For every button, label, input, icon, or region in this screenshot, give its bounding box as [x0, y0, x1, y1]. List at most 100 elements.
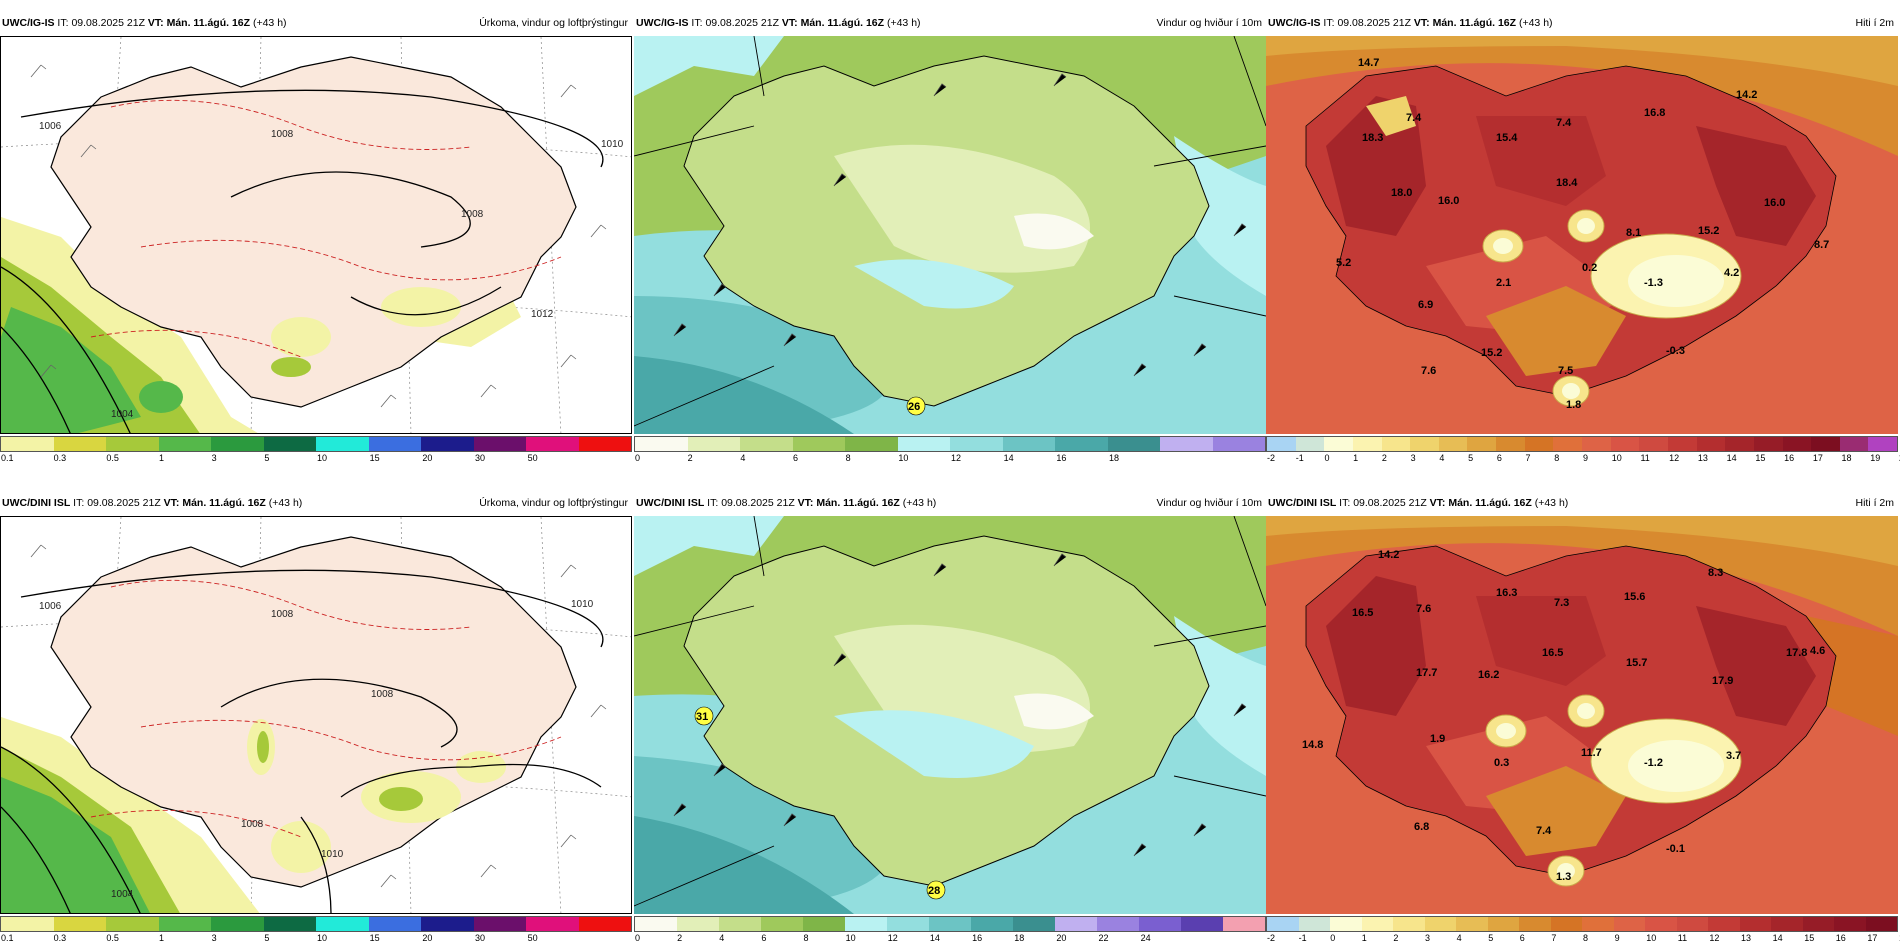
temperature-value-label: 15.7 [1626, 657, 1647, 669]
temperature-value-label: 7.4 [1536, 825, 1552, 837]
colorbar-swatch [1802, 917, 1834, 931]
lead-time: (+43 h) [1518, 17, 1553, 29]
colorbar-swatch [578, 917, 631, 931]
isobar-label: 1008 [271, 609, 294, 620]
colorbar-tick-label: 12 [1669, 453, 1680, 463]
colorbar-tick-label: 13 [1741, 933, 1752, 943]
colorbar-swatch [740, 437, 793, 451]
colorbar-tick-label: 10 [1611, 453, 1622, 463]
precip-map: 1006 1008 1008 1010 1008 1010 1004 [0, 516, 632, 914]
temperature-value-label: 17.8 [1786, 647, 1807, 659]
colorbar-ticks: -2-101234567891011121314151617181920 [1266, 452, 1900, 464]
valid-time: Mán. 11.ágú. 16Z [800, 17, 885, 29]
colorbar-tick-label: 14 [1726, 453, 1737, 463]
colorbar [634, 916, 1266, 932]
temperature-value-label: 16.3 [1496, 587, 1517, 599]
colorbar-tick-label: 0.1 [1, 933, 14, 943]
colorbar-tick-label: 8 [803, 933, 809, 943]
colorbar-tick-label: 12 [1709, 933, 1720, 943]
colorbar-swatch [1002, 437, 1055, 451]
colorbar-tick-label: 5 [1488, 933, 1494, 943]
panel-wind-dini: UWC/DINI ISL IT: 09.08.2025 21Z VT: Mán.… [634, 496, 1266, 946]
colorbar-tick-label: 10 [317, 933, 328, 943]
lead-time: (+43 h) [252, 17, 287, 29]
colorbar-swatch [1097, 917, 1139, 931]
colorbar-swatch [1298, 917, 1330, 931]
colorbar-tick-label: 0.3 [53, 933, 67, 943]
colorbar-tick-label: 12 [951, 453, 962, 463]
colorbar-swatch [1487, 917, 1519, 931]
colorbar-swatch [1524, 437, 1554, 451]
colorbar-tick-label: 30 [475, 933, 486, 943]
wind-map-svg: 26 [634, 36, 1266, 434]
valid-time: Mán. 11.ágú. 16Z [166, 17, 251, 29]
panel-temp-dini: UWC/DINI ISL IT: 09.08.2025 21Z VT: Mán.… [1266, 496, 1900, 946]
valid-time: Mán. 11.ágú. 16Z [1432, 17, 1517, 29]
colorbar-tick-label: 50 [527, 933, 538, 943]
colorbar-swatch [1467, 437, 1497, 451]
isobar-label: 1006 [39, 601, 62, 612]
temperature-value-label: 0.2 [1582, 262, 1597, 274]
colorbar-swatch [1782, 437, 1812, 451]
temperature-value-label: 1.3 [1556, 871, 1571, 883]
colorbar-swatch [1013, 917, 1055, 931]
colorbar-swatch [1381, 437, 1411, 451]
colorbar-swatch [1223, 917, 1265, 931]
panel-title: Vindur og hviður í 10m [1156, 17, 1262, 29]
colorbar-tick-label: 3 [211, 453, 217, 463]
colorbar-swatch [897, 437, 950, 451]
temperature-value-label: 7.6 [1416, 603, 1431, 615]
panel-header: UWC/IG-IS IT: 09.08.2025 21Z VT: Mán. 11… [636, 17, 1262, 29]
colorbar-swatch [473, 437, 526, 451]
colorbar-tick-label: 16 [972, 933, 983, 943]
wind-map-svg: 31 28 [634, 516, 1266, 914]
temperature-value-label: -1.3 [1644, 277, 1663, 289]
colorbar-swatch [526, 437, 579, 451]
colorbar-swatch [1267, 437, 1296, 451]
colorbar-swatch [635, 437, 688, 451]
colorbar-swatch [1610, 437, 1640, 451]
colorbar-tick-label: -2 [1267, 933, 1276, 943]
colorbar-swatch [1393, 917, 1425, 931]
colorbar-tick-label: 0 [635, 933, 641, 943]
colorbar-tick-label: 8 [1583, 933, 1589, 943]
colorbar-swatch [1055, 437, 1108, 451]
colorbar-tick-label: 14 [929, 933, 940, 943]
colorbar-swatch [929, 917, 971, 931]
temperature-value-label: 14.7 [1358, 57, 1379, 69]
temp-map: 14.7 7.4 18.3 18.0 16.0 15.4 7.4 18.4 16.8 14.2 16… [1266, 36, 1898, 434]
temperature-value-label: 17.9 [1712, 675, 1733, 687]
colorbar-tick-label: 15 [1804, 933, 1815, 943]
init-time: 09.08.2025 21Z [71, 17, 145, 29]
lead-time: (+43 h) [268, 497, 303, 509]
colorbar-swatch [1676, 917, 1708, 931]
temperature-value-label: 4.2 [1724, 267, 1739, 279]
colorbar-swatch [971, 917, 1013, 931]
temperature-value-label: 16.5 [1352, 607, 1373, 619]
temperature-value-label: 17.7 [1416, 667, 1437, 679]
colorbar-tick-label: 10 [898, 453, 909, 463]
wind-map: 26 [634, 36, 1266, 434]
panel-title: Hiti í 2m [1855, 497, 1894, 509]
temperature-value-label: 11.7 [1581, 747, 1602, 759]
temperature-value-label: 14.8 [1302, 739, 1323, 751]
colorbar-swatch [53, 917, 106, 931]
colorbar-swatch [1438, 437, 1468, 451]
colorbar-tick-label: 20 [422, 453, 433, 463]
colorbar-tick-label: 24 [1140, 933, 1151, 943]
colorbar-swatch [719, 917, 761, 931]
temperature-value-label: 16.0 [1764, 197, 1785, 209]
colorbar-swatch [1410, 437, 1439, 451]
lead-time: (+43 h) [886, 17, 921, 29]
temperature-value-label: 15.2 [1698, 225, 1719, 237]
lead-time: (+43 h) [902, 497, 937, 509]
colorbar-swatch [1424, 917, 1456, 931]
panel-temp-igis: UWC/IG-IS IT: 09.08.2025 21Z VT: Mán. 11… [1266, 16, 1900, 466]
temperature-value-label: -0.1 [1666, 843, 1685, 855]
init-time: 09.08.2025 21Z [1353, 497, 1427, 509]
colorbar-swatch [687, 437, 740, 451]
temperature-value-label: -0.3 [1666, 345, 1685, 357]
colorbar-tick-label: 0.5 [106, 453, 119, 463]
colorbar-swatch [1739, 917, 1771, 931]
colorbar-tick-label: 1 [159, 933, 165, 943]
